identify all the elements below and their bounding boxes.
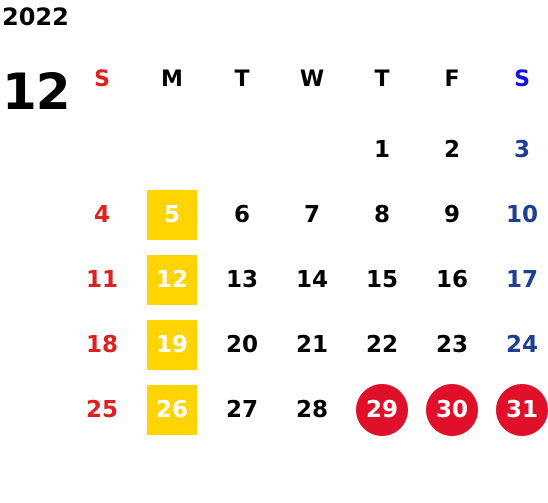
day-cell: 9: [443, 201, 460, 228]
day-cell: 21: [295, 331, 328, 358]
day-cell: 15: [365, 266, 398, 293]
weekday-header: W: [299, 67, 325, 92]
day-cell: 3: [513, 136, 530, 163]
day-cell: 6: [233, 201, 250, 228]
day-cell: 13: [225, 266, 258, 293]
day-cell: 31: [496, 384, 548, 436]
day-cell: 4: [93, 201, 110, 228]
day-cell: 12: [147, 255, 197, 305]
day-cell: 17: [505, 266, 538, 293]
weekday-header: S: [514, 67, 530, 92]
day-cell: 27: [225, 396, 258, 423]
weekday-header: M: [161, 67, 183, 92]
day-cell: 29: [356, 384, 408, 436]
weekday-header: S: [94, 67, 110, 92]
month-number: 12: [2, 63, 71, 121]
day-cell: 7: [303, 201, 320, 228]
day-cell: 1: [373, 136, 390, 163]
weekday-header: T: [234, 67, 250, 92]
day-cell: 19: [147, 320, 197, 370]
day-cell: 23: [435, 331, 468, 358]
day-cell: 8: [373, 201, 390, 228]
day-cell: 16: [435, 266, 468, 293]
day-cell: 10: [505, 201, 538, 228]
day-cell: 30: [426, 384, 478, 436]
day-cell: 28: [295, 396, 328, 423]
day-cell: 14: [295, 266, 328, 293]
weekday-header: T: [374, 67, 390, 92]
day-cell: 18: [85, 331, 118, 358]
day-cell: 22: [365, 331, 398, 358]
day-cell: 20: [225, 331, 258, 358]
day-cell: 11: [85, 266, 118, 293]
day-cell: 24: [505, 331, 538, 358]
weekday-header: F: [444, 67, 460, 92]
day-cell: 5: [147, 190, 197, 240]
day-cell: 25: [85, 396, 118, 423]
day-cell: 2: [443, 136, 460, 163]
year-label: 2022: [2, 3, 69, 31]
day-cell: 26: [147, 385, 197, 435]
